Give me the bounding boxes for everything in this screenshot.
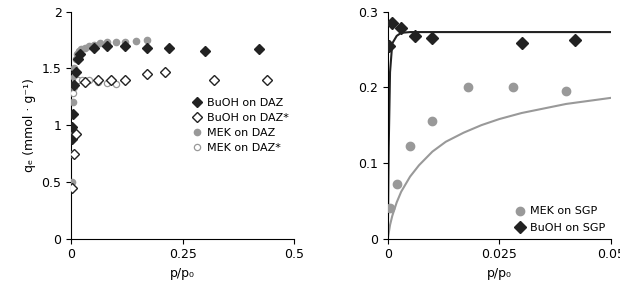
- MEK on DAZ: [71, 67, 78, 70]
- MEK on DAZ: [97, 42, 104, 45]
- MEK on DAZ*: [112, 83, 120, 86]
- X-axis label: p/p₀: p/p₀: [170, 267, 195, 280]
- MEK on DAZ: [70, 76, 78, 79]
- BuOH on DAZ*: [70, 152, 78, 155]
- MEK on DAZ*: [69, 92, 77, 95]
- MEK on DAZ: [78, 47, 85, 51]
- BuOH on DAZ*: [72, 132, 79, 136]
- BuOH on DAZ: [166, 46, 173, 50]
- MEK on SGP: [406, 145, 414, 148]
- MEK on SGP: [562, 89, 570, 93]
- Line: MEK on DAZ*: MEK on DAZ*: [69, 77, 119, 157]
- BuOH on DAZ*: [264, 78, 271, 81]
- Line: MEK on DAZ: MEK on DAZ: [69, 37, 150, 185]
- BuOH on SGP: [411, 34, 418, 38]
- BuOH on DAZ*: [94, 78, 102, 81]
- Y-axis label: qₑ (mmol · g⁻¹): qₑ (mmol · g⁻¹): [23, 78, 36, 172]
- BuOH on SGP: [385, 44, 392, 47]
- BuOH on DAZ*: [143, 72, 151, 76]
- MEK on DAZ: [72, 58, 79, 61]
- MEK on DAZ: [132, 39, 140, 43]
- BuOH on SGP: [389, 21, 396, 25]
- BuOH on DAZ*: [81, 80, 89, 84]
- MEK on DAZ*: [79, 78, 86, 81]
- MEK on SGP: [464, 86, 472, 89]
- MEK on DAZ*: [104, 81, 111, 85]
- MEK on SGP: [393, 182, 401, 186]
- BuOH on DAZ*: [210, 78, 218, 81]
- MEK on DAZ*: [74, 78, 82, 81]
- BuOH on DAZ: [90, 46, 97, 50]
- MEK on SGP: [428, 120, 436, 123]
- BuOH on DAZ*: [121, 78, 128, 81]
- MEK on DAZ*: [71, 80, 79, 84]
- BuOH on SGP: [428, 36, 436, 40]
- Line: BuOH on SGP: BuOH on SGP: [384, 19, 579, 50]
- BuOH on DAZ: [68, 126, 76, 129]
- BuOH on DAZ: [143, 46, 151, 50]
- BuOH on DAZ: [255, 47, 262, 51]
- BuOH on DAZ*: [68, 186, 76, 189]
- MEK on DAZ: [90, 43, 97, 46]
- Line: BuOH on DAZ*: BuOH on DAZ*: [68, 68, 272, 191]
- Legend: MEK on SGP, BuOH on SGP: MEK on SGP, BuOH on SGP: [515, 206, 605, 233]
- MEK on DAZ*: [68, 112, 76, 116]
- BuOH on DAZ: [69, 112, 77, 116]
- Line: MEK on SGP: MEK on SGP: [386, 83, 570, 212]
- MEK on DAZ*: [94, 80, 102, 84]
- BuOH on SGP: [397, 26, 405, 30]
- MEK on DAZ: [121, 40, 128, 44]
- BuOH on DAZ: [104, 44, 111, 47]
- BuOH on DAZ: [72, 70, 79, 74]
- BuOH on DAZ: [74, 58, 82, 61]
- BuOH on DAZ: [202, 50, 209, 53]
- MEK on DAZ: [81, 46, 89, 50]
- MEK on DAZ: [143, 38, 151, 42]
- MEK on DAZ: [104, 40, 111, 44]
- BuOH on SGP: [571, 39, 578, 42]
- BuOH on DAZ: [71, 84, 78, 87]
- MEK on DAZ: [68, 180, 76, 184]
- BuOH on DAZ: [121, 44, 128, 47]
- BuOH on DAZ: [68, 137, 76, 141]
- MEK on SGP: [509, 86, 516, 89]
- MEK on DAZ: [112, 40, 120, 44]
- MEK on DAZ: [75, 50, 82, 53]
- BuOH on SGP: [518, 42, 525, 45]
- MEK on DAZ*: [70, 85, 78, 88]
- MEK on DAZ: [86, 44, 93, 47]
- MEK on DAZ: [69, 101, 76, 104]
- MEK on SGP: [386, 207, 394, 210]
- X-axis label: p/p₀: p/p₀: [487, 267, 512, 280]
- MEK on DAZ*: [86, 78, 93, 81]
- BuOH on DAZ*: [161, 70, 169, 74]
- MEK on DAZ: [68, 129, 76, 133]
- MEK on DAZ*: [68, 152, 76, 155]
- BuOH on DAZ: [76, 52, 84, 55]
- MEK on DAZ: [73, 52, 81, 55]
- Legend: BuOH on DAZ, BuOH on DAZ*, MEK on DAZ, MEK on DAZ*: BuOH on DAZ, BuOH on DAZ*, MEK on DAZ, M…: [191, 97, 289, 153]
- BuOH on DAZ*: [108, 78, 115, 81]
- Line: BuOH on DAZ: BuOH on DAZ: [68, 42, 262, 143]
